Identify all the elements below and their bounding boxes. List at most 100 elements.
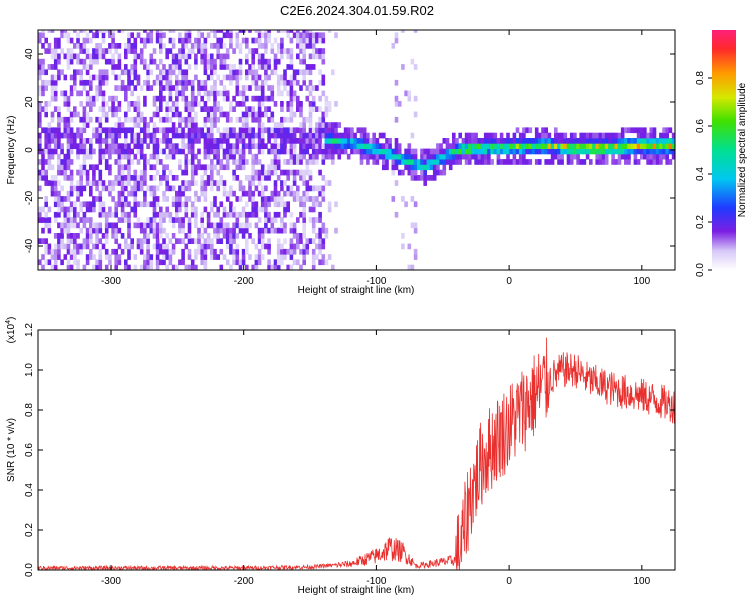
spectrogram-cell [267,169,271,176]
spectrogram-cell [73,132,77,139]
spectrogram-cell [270,143,275,149]
spectrogram-cell [95,43,99,49]
spectrogram-cell [60,169,64,176]
spectrogram-cell [124,138,128,144]
spectrogram-cell [152,164,157,171]
spectrogram-cell [79,90,83,97]
spectrogram-cell [152,211,157,218]
spectrogram-cell [442,153,447,160]
spectrogram-cell [659,138,663,144]
spectrogram-cell [50,64,55,70]
spectrogram-cell [276,248,281,255]
spectrogram-cell [206,90,211,97]
spectrogram-cell [592,143,596,149]
spectrogram-cell [260,206,265,213]
spectrogram-cell [232,127,236,134]
spectrogram-cell [203,248,208,255]
spectrogram-cell [340,138,345,144]
spectrogram-cell [260,169,265,176]
spectrogram-cell [120,185,125,192]
spectrogram-cell [95,227,99,234]
spectrogram-cell [311,264,316,270]
spectrogram-cell [671,138,675,144]
spectrogram-cell [225,259,230,266]
spectrogram-cell [155,222,160,229]
spectrogram-cell [66,106,71,112]
spectrogram-cell [104,116,109,123]
spectrogram-cell [190,95,195,102]
spectrogram-cell [273,138,278,144]
spectrogram-cell [270,217,275,223]
spectrogram-cell [321,190,326,197]
spectrogram-cell [171,127,176,134]
spectrogram-cell [219,238,224,244]
spectrogram-cell [665,148,669,155]
spectrogram-cell [69,222,74,229]
spectrogram-cell [547,132,552,139]
spectrogram-cell [302,196,306,202]
spectrogram-cell [232,233,236,239]
spectrogram-cell [257,106,262,112]
spectrogram-cell [493,138,498,144]
spectrogram-cell [321,238,326,244]
spectrogram-cell [41,254,45,260]
spectrogram-cell [257,111,262,118]
spectrogram-cell [69,206,74,213]
spectrogram-cell [41,227,45,234]
spectrogram-cell [302,243,306,250]
spectrogram-cell [292,95,297,102]
spectrogram-cell [480,138,485,144]
spectrogram-cell [464,159,469,165]
spectrogram-cell [162,259,166,266]
spectrogram-cell [206,138,211,144]
spectrogram-cell [270,90,275,97]
spectrogram-cell [579,143,583,149]
spectrogram-cell [101,79,106,86]
x-tick-label: 100 [633,276,650,287]
spectrogram-cell [213,58,217,65]
spectrogram-cell [76,169,80,176]
spectrogram-cell [248,111,252,118]
spectrogram-cell [60,30,64,33]
spectrogram-cell [69,74,74,81]
y-tick-label: -20 [24,190,35,205]
spectrogram-cell [178,32,182,39]
spectrogram-cell [302,206,306,213]
spectrogram-cell [101,69,106,76]
spectrogram-cell [251,153,255,160]
spectrogram-cell [152,190,157,197]
spectrogram-cell [299,233,303,239]
spectrogram-cell [178,79,182,86]
spectrogram-cell [299,58,303,65]
spectrogram-cell [219,264,224,270]
spectrogram-cell [292,227,297,234]
spectrogram-cell [401,159,405,165]
spectrogram-cell [286,32,290,39]
spectrogram-cell [53,85,58,91]
spectrogram-cell [155,196,160,202]
spectrogram-cell [66,153,71,160]
spectrogram-cell [136,180,141,186]
spectrogram-cell [420,175,424,181]
spectrogram-cell [146,243,150,250]
spectrogram-cell [662,132,666,139]
spectrogram-cell [280,106,284,112]
spectrogram-cell [327,127,332,134]
spectrogram-cell [245,248,249,255]
spectrogram-cell [560,132,564,139]
spectrogram-cell [566,159,571,165]
spectrogram-cell [175,143,179,149]
spectrogram-cell [624,148,628,155]
spectrogram-cell [353,132,357,139]
spectrogram-cell [219,222,224,229]
spectrogram-cell [241,122,246,128]
spectrogram-cell [235,85,240,91]
spectrogram-cell [273,37,278,44]
spectrogram-cell [184,211,189,218]
spectrogram-cell [276,254,281,260]
spectrogram-cell [194,58,198,65]
spectrogram-cell [213,90,217,97]
spectrogram-cell [308,69,313,76]
spectrogram-cell [302,217,306,223]
spectrogram-cell [194,217,198,223]
